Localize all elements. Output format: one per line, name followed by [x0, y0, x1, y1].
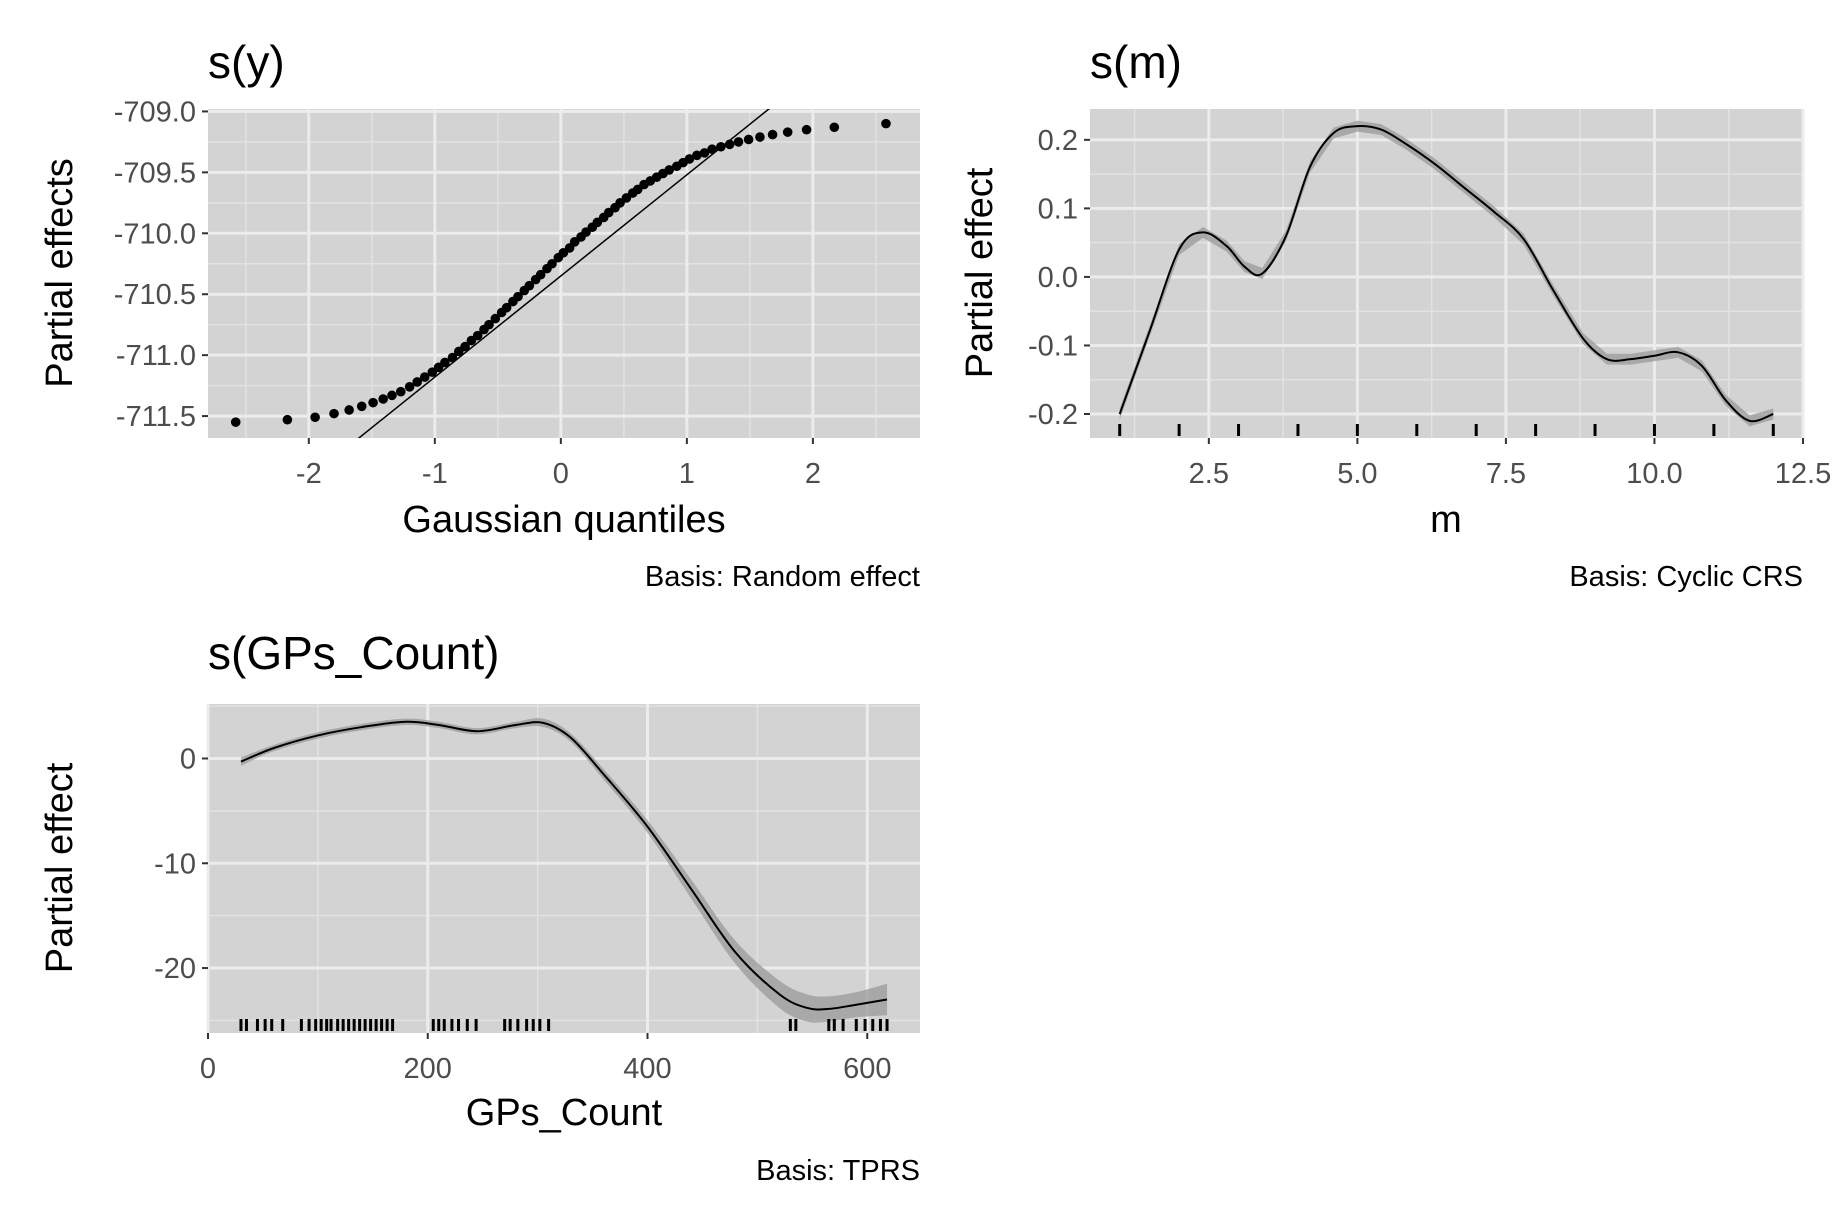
basis-caption: Basis: Random effect — [645, 561, 920, 593]
qq-point — [699, 148, 710, 158]
qq-point — [368, 397, 378, 408]
y-tick-label: -709.5 — [114, 157, 196, 189]
y-tick-label: -10 — [154, 848, 196, 880]
reference-line — [357, 109, 771, 438]
x-tick-label: -1 — [422, 458, 448, 490]
qq-point — [501, 302, 512, 313]
x-tick-label: 400 — [623, 1053, 671, 1085]
qq-point — [524, 280, 535, 291]
qq-point — [684, 154, 695, 164]
qq-point — [513, 291, 523, 302]
panel-title: s(y) — [208, 36, 285, 88]
qq-point — [881, 118, 891, 129]
qq-point — [356, 401, 367, 412]
y-tick-label: 0.0 — [1038, 262, 1078, 294]
x-tick-label: 200 — [404, 1053, 452, 1085]
smooth-line — [240, 720, 888, 1011]
qq-point — [782, 127, 793, 137]
basis-caption: Basis: Cyclic CRS — [1569, 561, 1803, 593]
x-tick-label: 0 — [200, 1053, 216, 1085]
qq-point — [387, 390, 397, 401]
x-tick-label: 2.5 — [1189, 458, 1229, 490]
confidence-band — [240, 718, 888, 1023]
plot-area — [208, 704, 920, 1033]
y-axis-title: Partial effect — [39, 762, 81, 973]
qq-point — [829, 122, 840, 133]
qq-point — [282, 414, 293, 425]
qq-point — [801, 124, 812, 135]
qq-point — [547, 258, 557, 269]
qq-point — [743, 134, 754, 145]
y-tick-label: -711.0 — [116, 340, 196, 372]
qq-point — [472, 330, 483, 341]
x-tick-label: 7.5 — [1486, 458, 1526, 490]
y-tick-label: -709.0 — [114, 96, 196, 128]
qq-point — [404, 382, 415, 392]
qq-point — [716, 141, 726, 152]
qq-point — [460, 341, 470, 352]
y-tick-label: -711.5 — [116, 401, 196, 433]
x-tick-label: 12.5 — [1775, 458, 1831, 490]
qq-point — [412, 377, 422, 387]
qq-point — [329, 408, 339, 419]
qq-point — [692, 150, 702, 161]
basis-caption: Basis: TPRS — [756, 1155, 920, 1187]
y-tick-label: -20 — [154, 953, 196, 985]
qq-point — [767, 129, 778, 140]
x-tick-label: 5.0 — [1337, 458, 1377, 490]
qq-point — [490, 313, 501, 324]
qq-point — [535, 269, 546, 280]
plot-area — [1090, 109, 1803, 438]
qq-point — [707, 144, 717, 155]
qq-point — [230, 417, 241, 427]
qq-point — [310, 412, 320, 423]
y-tick-label: 0 — [180, 743, 196, 775]
y-tick-label: -710.0 — [114, 218, 196, 250]
y-tick-label: 0.1 — [1038, 193, 1078, 225]
x-tick-label: 1 — [679, 458, 695, 490]
qq-point — [344, 405, 354, 415]
x-tick-label: 0 — [553, 458, 569, 490]
qq-point — [447, 352, 458, 363]
qq-point — [396, 386, 406, 397]
qq-point — [664, 165, 675, 175]
x-tick-label: 600 — [843, 1053, 891, 1085]
panel-title: s(GPs_Count) — [208, 627, 499, 679]
qq-point — [440, 357, 450, 368]
x-axis-title: Gaussian quantiles — [402, 499, 725, 541]
panel-title: s(m) — [1090, 36, 1182, 88]
y-axis-title: Partial effects — [39, 158, 81, 388]
qq-point — [484, 319, 494, 330]
x-tick-label: -2 — [296, 458, 322, 490]
smooth-line — [1118, 125, 1774, 423]
y-axis-title: Partial effect — [959, 167, 1001, 378]
x-axis-title: GPs_Count — [466, 1092, 663, 1134]
panel-s-gps-count: s(GPs_Count) 0 200 400 600 -20 -10 0 GPs_Coun… — [39, 627, 920, 1187]
y-tick-label: 0.2 — [1038, 125, 1078, 157]
x-tick-label: 2 — [805, 458, 821, 490]
y-tick-label: -710.5 — [114, 279, 196, 311]
qq-point — [419, 372, 430, 382]
y-tick-label: -0.1 — [1028, 330, 1078, 362]
qq-point — [733, 137, 744, 147]
x-tick-label: 10.0 — [1626, 458, 1682, 490]
confidence-band — [1119, 120, 1774, 427]
qq-point — [755, 132, 765, 142]
y-tick-label: -0.2 — [1028, 399, 1078, 431]
panel-s-y: s(y) -2 -1 0 1 2 -711.5 -711.0 -710.5 -710.0 -70… — [39, 36, 920, 593]
qq-point — [724, 139, 735, 150]
x-axis-title: m — [1430, 499, 1462, 541]
qq-point — [378, 394, 388, 404]
panel-s-m: s(m) 2.5 5.0 7.5 10.0 12.5 -0.2 -0.1 0.0 0.1 0.2… — [959, 36, 1831, 593]
